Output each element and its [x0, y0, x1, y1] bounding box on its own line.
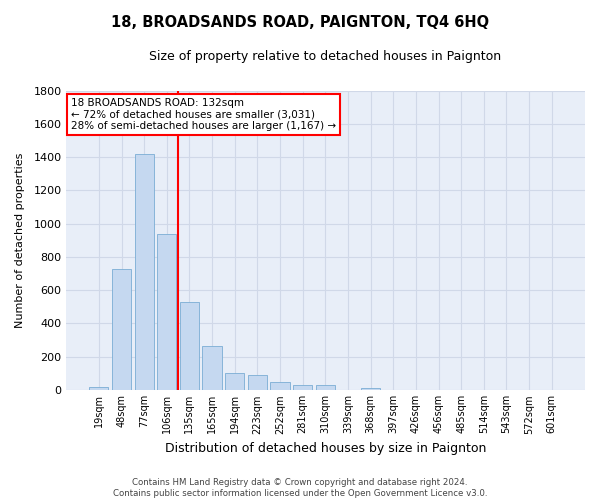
Y-axis label: Number of detached properties: Number of detached properties — [15, 152, 25, 328]
Text: 18, BROADSANDS ROAD, PAIGNTON, TQ4 6HQ: 18, BROADSANDS ROAD, PAIGNTON, TQ4 6HQ — [111, 15, 489, 30]
Bar — [361, 388, 380, 390]
Bar — [180, 302, 199, 390]
Bar — [225, 372, 244, 390]
Title: Size of property relative to detached houses in Paignton: Size of property relative to detached ho… — [149, 50, 502, 63]
Text: Contains HM Land Registry data © Crown copyright and database right 2024.
Contai: Contains HM Land Registry data © Crown c… — [113, 478, 487, 498]
Bar — [316, 386, 335, 390]
Bar — [271, 382, 290, 390]
X-axis label: Distribution of detached houses by size in Paignton: Distribution of detached houses by size … — [164, 442, 486, 455]
Bar — [134, 154, 154, 390]
Bar — [89, 386, 109, 390]
Text: 18 BROADSANDS ROAD: 132sqm
← 72% of detached houses are smaller (3,031)
28% of s: 18 BROADSANDS ROAD: 132sqm ← 72% of deta… — [71, 98, 336, 131]
Bar — [157, 234, 176, 390]
Bar — [112, 268, 131, 390]
Bar — [293, 385, 312, 390]
Bar — [202, 346, 222, 390]
Bar — [248, 375, 267, 390]
